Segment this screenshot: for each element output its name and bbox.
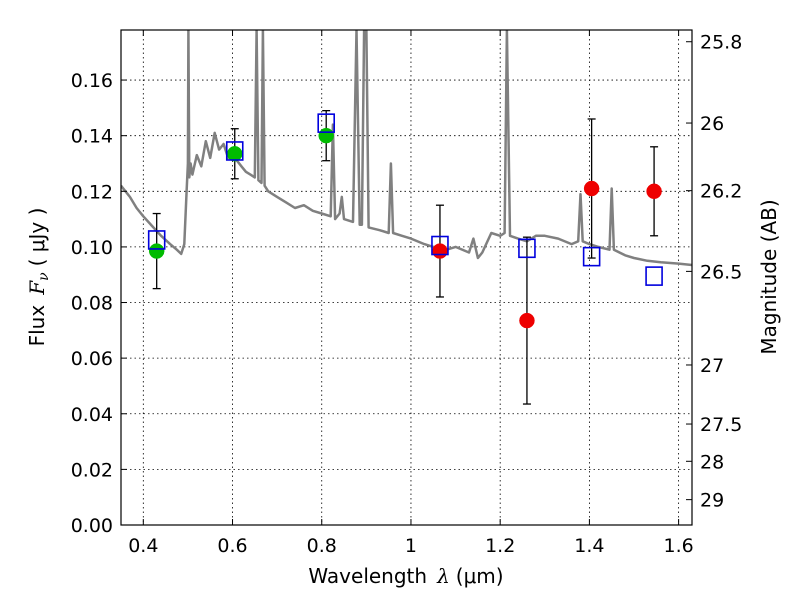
model-band-flux-square	[645, 266, 663, 286]
model-band-flux-square	[431, 235, 449, 256]
y-axis-label-subscript: ν	[36, 272, 52, 281]
y-axis-label-text: Flux	[25, 305, 49, 347]
red-data-point	[519, 312, 535, 329]
y2-tick-label: 26	[700, 113, 724, 135]
y-axis-label-unit: ( μJy )	[25, 208, 49, 267]
y-tick-label: 0.06	[71, 348, 113, 370]
x-tick-label: 1.2	[485, 535, 515, 557]
x-tick-label: 1	[405, 535, 417, 557]
grid	[121, 30, 692, 526]
y2-tick-label: 27.5	[700, 414, 742, 436]
x-axis-label-symbol: λ	[436, 564, 450, 588]
tick-labels: 0.4 0.6 0.8 1 1.2 1.4 1.6 0.00 0.02 0.04 0.06 0.08 0…	[71, 32, 743, 557]
y2-tick-label: 25.8	[700, 32, 742, 54]
y2-tick-label: 26.5	[700, 261, 742, 283]
plot-frame	[120, 29, 693, 526]
y2-tick-label: 27	[700, 355, 724, 377]
green-data-point	[227, 146, 243, 162]
y-tick-label: 0.02	[71, 459, 113, 481]
x-tick-label: 0.4	[128, 535, 158, 557]
y-tick-label: 0.04	[71, 404, 113, 426]
y-tick-label: 0.14	[71, 126, 113, 148]
y-tick-label: 0.08	[71, 293, 113, 315]
y-tick-label: 0.00	[71, 515, 113, 537]
x-tick-label: 1.4	[574, 535, 604, 557]
y-tick-label: 0.10	[71, 237, 113, 259]
model-spectrum-line	[121, 30, 692, 267]
model-band-flux-square	[225, 141, 244, 161]
x-axis-label-text: Wavelength	[308, 564, 427, 588]
red-data-point	[432, 243, 448, 259]
x-axis-label: Wavelength λ (μm)	[308, 564, 503, 588]
y2-tick-label: 28	[700, 451, 724, 473]
y-tick-label: 0.12	[71, 181, 113, 203]
x-tick-label: 0.6	[217, 535, 247, 557]
y2-tick-label: 26.2	[700, 181, 742, 203]
model-band-flux-square	[147, 230, 166, 250]
model-spectrum	[121, 30, 692, 267]
model-band-flux-square	[317, 113, 336, 133]
x-tick-label: 0.8	[307, 535, 337, 557]
y-axis-label: Flux Fν ( μJy )	[25, 208, 52, 347]
y-tick-label: 0.16	[71, 70, 113, 92]
y2-tick-label: 29	[700, 490, 724, 512]
y-axis-label-symbol: F	[25, 280, 49, 296]
x-tick-label: 1.6	[664, 535, 694, 557]
model-band-flux-square	[582, 246, 601, 267]
green-data-point	[148, 243, 165, 259]
x-axis-label-unit: (μm)	[456, 564, 504, 588]
red-data-point	[583, 180, 600, 197]
red-data-point	[646, 183, 662, 200]
plot-area	[121, 30, 692, 525]
model-band-flux-square	[518, 238, 536, 259]
green-data-point	[318, 127, 334, 144]
y2-axis-label: Magnitude (AB)	[757, 199, 781, 354]
data-markers	[147, 109, 663, 405]
